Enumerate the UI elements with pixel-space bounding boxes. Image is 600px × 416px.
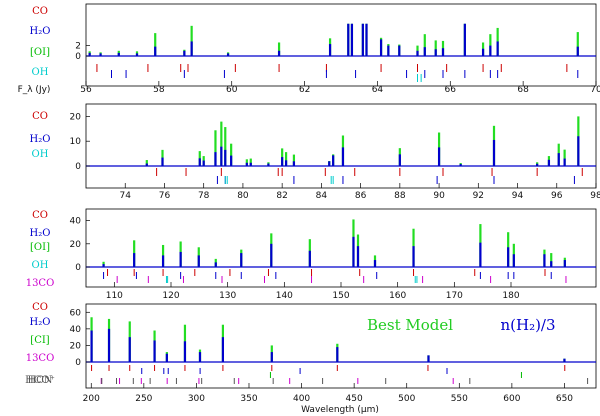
x-tick-label: 68	[517, 85, 529, 95]
x-tick-label: 120	[162, 291, 179, 301]
y-tick-label: 0	[75, 263, 81, 273]
x-tick-label: 88	[394, 191, 406, 201]
legend-label: 13CO	[26, 278, 55, 289]
x-tick-label: 70	[590, 85, 600, 95]
y-tick-label: 60	[70, 308, 82, 318]
y-tick-label: 20	[70, 240, 82, 250]
y-tick-label: 0	[75, 358, 81, 368]
panel-1: 02 56 58 60 62 64 66 68 70 CO H₂O [OI] OH	[30, 3, 600, 95]
y-axis-label: F_λ (Jy)	[18, 85, 51, 95]
x-tick-label: 500	[398, 394, 415, 404]
legend-label: CO	[32, 6, 48, 17]
x-tick-label: 160	[389, 291, 406, 301]
legend-label: H₂O	[30, 228, 51, 239]
x-tick-label: 74	[120, 191, 132, 201]
x-tick-label: 450	[346, 394, 363, 404]
x-tick-label: 56	[80, 85, 92, 95]
x-tick-label: 78	[198, 191, 210, 201]
x-tick-label: 180	[502, 291, 519, 301]
x-tick-label: 64	[372, 85, 384, 95]
x-tick-label: 66	[445, 85, 457, 95]
x-tick-label: 140	[276, 291, 293, 301]
x-tick-label: 92	[473, 191, 484, 201]
y-tick-label: 0	[75, 162, 81, 172]
panel-2: 0 10 20 74 76 78 80 82 84 86 88 90 92 94 96 98 CO H₂O OH	[30, 103, 600, 201]
y-tick-label: 20	[70, 112, 82, 122]
best-model-label: Best Model	[367, 316, 453, 334]
legend-label: HCO⁺	[25, 375, 55, 386]
y-tick-label: 20	[70, 341, 82, 351]
y-tick-label: 40	[70, 217, 82, 227]
y-tick-label: 2	[75, 42, 81, 52]
x-tick-label: 400	[293, 394, 310, 404]
legend-label: CO	[32, 210, 48, 221]
legend-label: CO	[32, 302, 48, 313]
legend-label: OH	[32, 149, 49, 160]
density-label: n(H₂)/3	[500, 316, 555, 334]
x-axis-label: Wavelength (μm)	[301, 405, 379, 415]
x-tick-label: 98	[590, 191, 600, 201]
legend-label: OH	[32, 260, 49, 271]
legend-label: H₂O	[30, 134, 51, 145]
x-tick-label: 96	[551, 191, 563, 201]
x-tick-label: 250	[135, 394, 152, 404]
y-tick-label: 10	[70, 137, 82, 147]
x-tick-label: 82	[276, 191, 287, 201]
x-tick-label: 90	[433, 191, 445, 201]
x-tick-label: 150	[332, 291, 349, 301]
x-tick-label: 80	[237, 191, 249, 201]
panel-frame	[85, 303, 597, 389]
legend-label: CO	[32, 111, 48, 122]
x-tick-label: 550	[451, 394, 468, 404]
x-tick-label: 110	[106, 291, 123, 301]
y-tick-label: 0	[75, 52, 81, 62]
y-tick-label: 40	[70, 325, 82, 335]
x-tick-label: 94	[512, 191, 524, 201]
legend-label: [CI]	[30, 335, 50, 346]
x-tick-label: 62	[299, 85, 310, 95]
x-tick-label: 76	[159, 191, 171, 201]
legend-label: 13CO	[26, 353, 55, 364]
x-tick-label: 86	[355, 191, 367, 201]
legend-label: H₂O	[30, 26, 51, 37]
panel-frame	[85, 3, 597, 87]
legend-label: [OI]	[30, 242, 50, 253]
panel-4: 0 20 40 60 200 250 300 350 400 450 500 550 600 650 CO H…	[25, 302, 597, 404]
x-tick-label: 200	[83, 394, 100, 404]
x-tick-label: 60	[226, 85, 238, 95]
panel-frame	[85, 103, 597, 189]
legend-label: [OI]	[30, 47, 50, 58]
x-tick-label: 170	[446, 291, 463, 301]
legend-label: OH	[32, 67, 49, 78]
x-tick-label: 350	[240, 394, 257, 404]
panel-3: 0 20 40 110 120 130 140 150 160 170 180 CO H₂O [OI] OH…	[26, 208, 597, 301]
x-tick-label: 130	[219, 291, 236, 301]
x-tick-label: 300	[188, 394, 205, 404]
legend-label: H₂O	[30, 317, 51, 328]
x-tick-label: 58	[153, 85, 165, 95]
x-tick-label: 600	[503, 394, 520, 404]
x-tick-label: 650	[556, 394, 573, 404]
x-tick-label: 84	[316, 191, 328, 201]
legend-label: HCN	[27, 375, 52, 386]
